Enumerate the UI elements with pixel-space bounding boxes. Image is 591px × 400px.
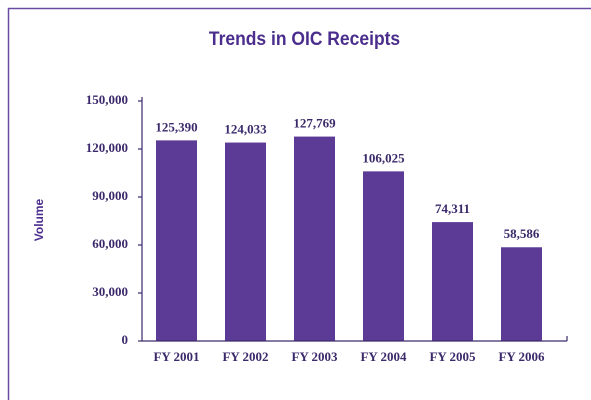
x-tick-label: FY 2002 — [222, 349, 268, 364]
y-tick-label: 30,000 — [92, 284, 128, 299]
data-label: 58,586 — [504, 226, 540, 241]
y-tick-label: 150,000 — [86, 92, 128, 107]
bar — [363, 171, 404, 341]
y-tick-label: 90,000 — [92, 188, 128, 203]
x-tick-label: FY 2006 — [498, 349, 545, 364]
bar — [432, 222, 473, 341]
y-axis-label: Volume — [32, 198, 46, 241]
data-label: 106,025 — [362, 150, 405, 165]
x-tick-label: FY 2003 — [291, 349, 338, 364]
bar — [501, 247, 542, 341]
data-label: 127,769 — [293, 116, 336, 131]
y-tick-label: 120,000 — [86, 140, 128, 155]
data-label: 74,311 — [435, 201, 470, 216]
x-tick-label: FY 2005 — [429, 349, 476, 364]
bar — [156, 140, 197, 341]
data-label: 125,390 — [155, 119, 197, 134]
y-tick-label: 60,000 — [92, 236, 128, 251]
x-tick-label: FY 2004 — [360, 349, 407, 364]
bar — [225, 142, 266, 341]
chart-title: Trends in OIC Receipts — [209, 27, 400, 49]
y-tick-label: 0 — [122, 332, 129, 347]
data-label: 124,033 — [224, 122, 267, 137]
bar — [294, 136, 335, 341]
x-tick-label: FY 2001 — [153, 349, 199, 364]
frame — [7, 7, 591, 400]
